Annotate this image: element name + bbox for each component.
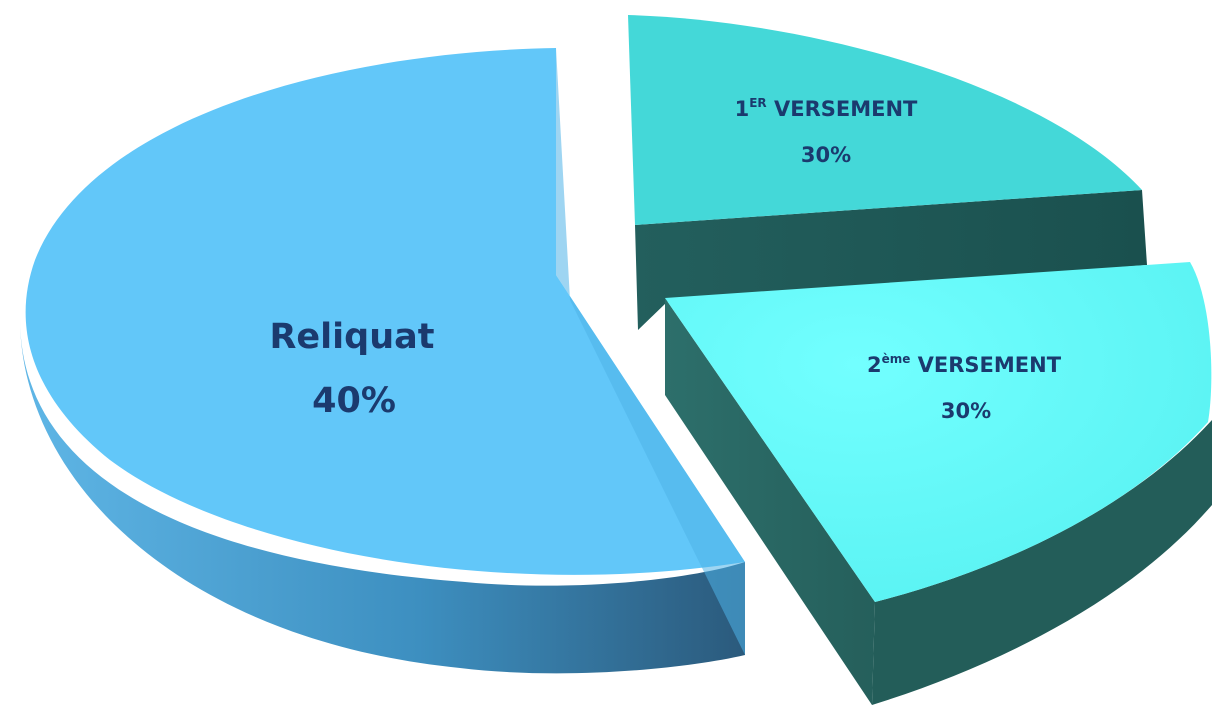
2eme-versement-name-label: 2ème VERSEMENT [867, 352, 1062, 377]
1er-versement-value-label: 30% [801, 143, 851, 167]
reliquat-value-label: 40% [312, 381, 396, 421]
slice-1er-versement-side [635, 190, 1147, 330]
slice-reliquat [20, 48, 745, 674]
slice-1er-versement [628, 15, 1147, 330]
1er-versement-name-label: 1ER VERSEMENT [735, 96, 918, 121]
slice-2eme-versement [665, 262, 1212, 705]
reliquat-name-label: Reliquat [269, 317, 434, 357]
slice-2eme-versement-side [665, 298, 875, 705]
slice-1er-versement-top [628, 15, 1142, 225]
slice-reliquat-side [20, 318, 745, 674]
slice-2eme-versement-rim [872, 420, 1212, 705]
slice-reliquat-top [25, 48, 745, 575]
2eme-versement-value-label: 30% [941, 399, 991, 423]
slice-reliquat-cut-face [556, 48, 745, 655]
slice-2eme-versement-top [665, 262, 1212, 602]
